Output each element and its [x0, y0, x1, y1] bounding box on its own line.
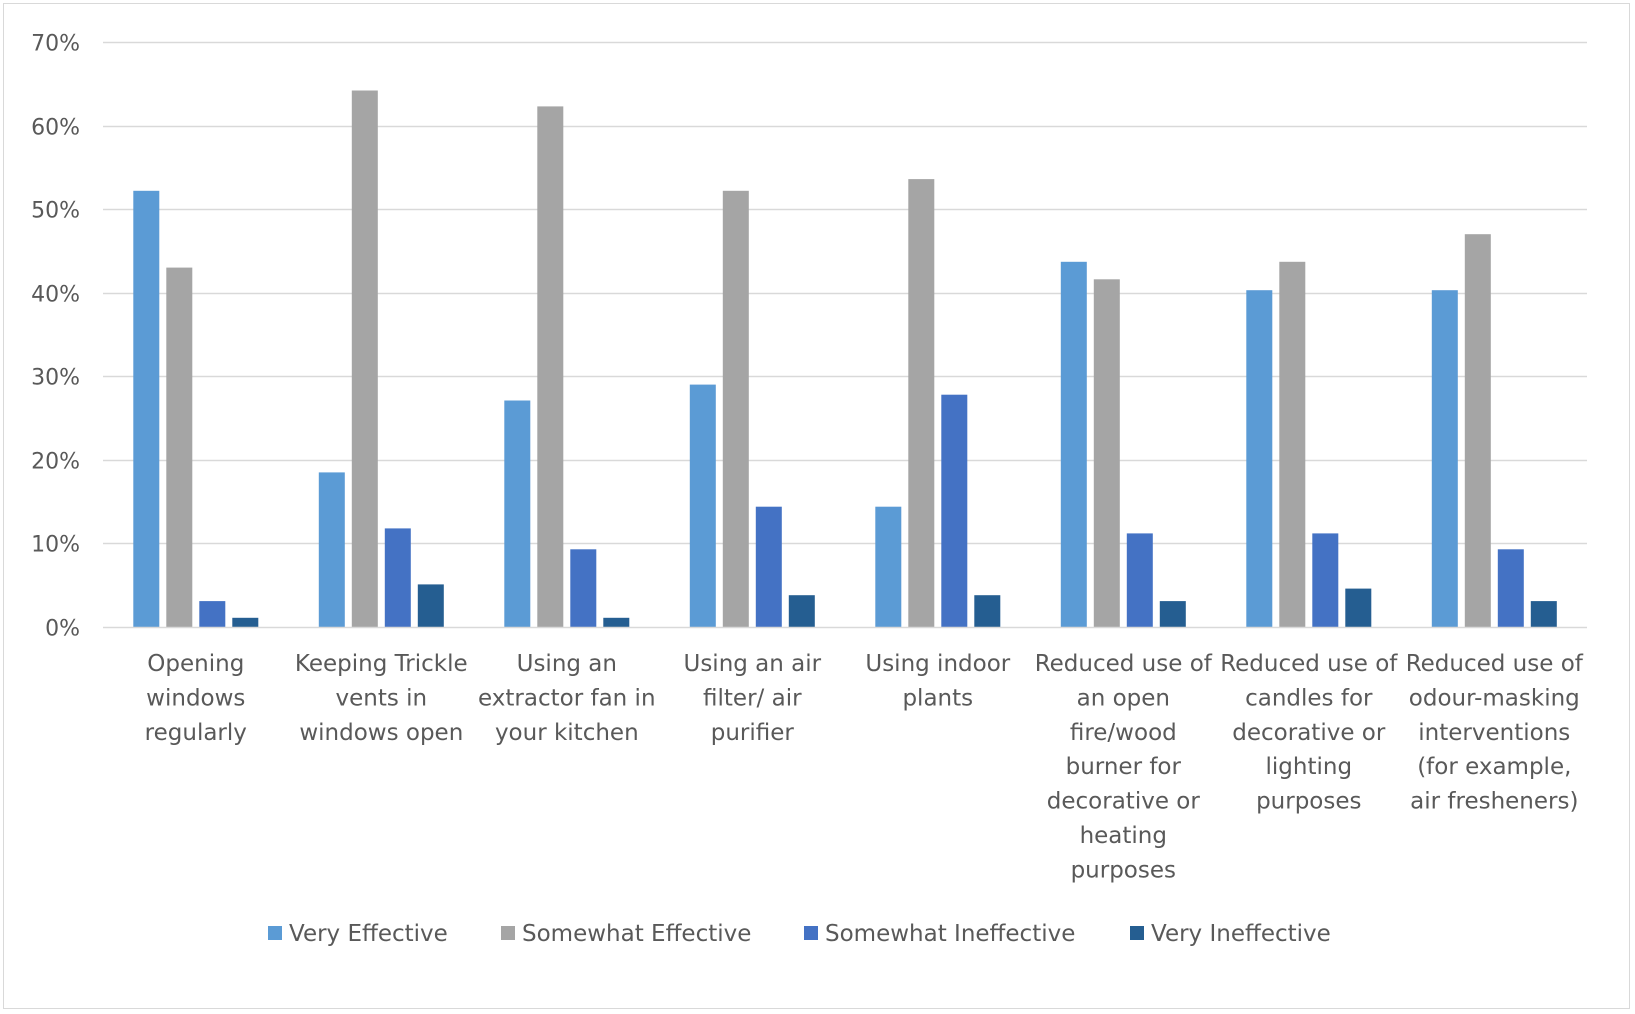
category-label-line: Using indoor	[865, 651, 1010, 677]
bar-somewhat-effective	[166, 267, 193, 627]
category-label-line: candles for	[1245, 685, 1373, 711]
bar-very-effective	[133, 190, 160, 628]
grouped-bar-chart: 0% 10% 20% 30% 40% 50% 60% 70% Opening windows re…	[31, 32, 1587, 947]
legend-swatch	[804, 926, 818, 940]
category-label-line: extractor fan in	[478, 685, 655, 711]
bar-very-ineffective	[974, 595, 1001, 627]
category-label-line: Reduced use of	[1220, 651, 1398, 677]
category-label-line: decorative or	[1232, 720, 1386, 746]
y-tick-label: 0%	[45, 617, 80, 642]
category-label-line: fire/wood	[1070, 720, 1177, 746]
bar-somewhat-effective	[722, 190, 749, 628]
category-label-line: windows open	[299, 720, 463, 746]
bar-somewhat-effective	[1464, 234, 1491, 627]
bar-very-effective	[318, 472, 345, 627]
y-tick-label: 50%	[31, 199, 80, 224]
category-label: Keeping Trickle vents in windows open	[295, 651, 468, 746]
category-label-line: windows	[146, 685, 245, 711]
legend-swatch	[268, 926, 282, 940]
y-tick-label: 30%	[31, 366, 80, 391]
bar-somewhat-effective	[908, 179, 935, 627]
bar-very-effective	[875, 506, 902, 627]
category-labels: Opening windows regularly Keeping Trickle ve…	[145, 651, 1584, 883]
category-label-line: heating	[1080, 823, 1167, 849]
bar-somewhat-ineffective	[755, 506, 782, 627]
category-label-line: Keeping Trickle	[295, 651, 468, 677]
bar-very-effective	[504, 400, 531, 627]
bar-somewhat-effective	[537, 106, 564, 627]
category-label-line: (for example,	[1417, 754, 1571, 780]
bar-somewhat-ineffective	[570, 549, 597, 627]
category-label-line: regularly	[145, 720, 247, 746]
category-label-line: lighting	[1266, 754, 1353, 780]
category-label-line: decorative or	[1047, 789, 1201, 815]
category-label-line: Opening	[147, 651, 244, 677]
bars	[133, 90, 1557, 628]
bar-somewhat-effective	[351, 90, 378, 627]
category-label-line: purposes	[1256, 789, 1361, 815]
legend-label: Very Effective	[289, 921, 448, 947]
category-label: Using an air filter/ air purifier	[683, 651, 821, 746]
legend-label: Somewhat Effective	[522, 921, 751, 947]
gridlines	[103, 41, 1587, 545]
bar-very-ineffective	[1530, 601, 1557, 627]
y-tick-label: 10%	[31, 533, 80, 558]
category-label-line: plants	[902, 685, 973, 711]
category-label-line: an open	[1077, 685, 1170, 711]
bar-very-ineffective	[232, 617, 259, 627]
legend-label: Somewhat Ineffective	[825, 921, 1075, 947]
y-tick-label: 60%	[31, 116, 80, 141]
category-label-line: Using an air	[683, 651, 821, 677]
bar-somewhat-ineffective	[1312, 533, 1339, 627]
legend-swatch	[501, 926, 515, 940]
bar-very-effective	[1060, 261, 1087, 627]
bar-very-effective	[1246, 290, 1273, 627]
category-label: Using an extractor fan in your kitchen	[478, 651, 655, 746]
y-tick-label: 70%	[31, 32, 80, 57]
category-label-line: burner for	[1066, 754, 1182, 780]
y-tick-label: 40%	[31, 283, 80, 308]
category-label-line: purifier	[711, 720, 795, 746]
y-tick-label: 20%	[31, 450, 80, 475]
legend-label: Very Ineffective	[1151, 921, 1331, 947]
bar-very-ineffective	[1159, 601, 1186, 627]
category-label: Reduced use of odour-masking interventions…	[1406, 651, 1584, 815]
chart-frame: 0% 10% 20% 30% 40% 50% 60% 70% Opening windows re…	[3, 3, 1630, 1009]
category-label: Reduced use of an open fire/wood burner for…	[1035, 651, 1213, 883]
category-label-line: Using an	[517, 651, 617, 677]
y-axis-tick-labels: 0% 10% 20% 30% 40% 50% 60% 70%	[31, 32, 80, 642]
legend-swatch	[1130, 926, 1144, 940]
category-label-line: air fresheners)	[1410, 789, 1578, 815]
bar-somewhat-ineffective	[941, 394, 968, 627]
bar-somewhat-effective	[1279, 261, 1306, 627]
bar-very-ineffective	[1345, 588, 1372, 627]
category-label-line: vents in	[335, 685, 427, 711]
bar-very-ineffective	[603, 617, 630, 627]
bar-very-effective	[689, 384, 716, 627]
bar-somewhat-ineffective	[1126, 533, 1153, 627]
bar-somewhat-ineffective	[199, 601, 226, 627]
bar-somewhat-ineffective	[384, 528, 411, 627]
category-label-line: interventions	[1418, 720, 1570, 746]
category-label-line: Reduced use of	[1406, 651, 1584, 677]
category-label: Opening windows regularly	[145, 651, 247, 746]
category-label-line: Reduced use of	[1035, 651, 1213, 677]
bar-very-ineffective	[417, 584, 444, 627]
bar-very-ineffective	[788, 595, 815, 627]
category-label-line: purposes	[1071, 857, 1176, 883]
bar-very-effective	[1431, 290, 1458, 627]
category-label-line: your kitchen	[495, 720, 639, 746]
category-label-line: odour-masking	[1409, 685, 1580, 711]
bar-somewhat-ineffective	[1497, 549, 1524, 627]
legend: Very Effective Somewhat Effective Somewhat…	[268, 921, 1331, 947]
category-label: Using indoor plants	[865, 651, 1010, 711]
category-label: Reduced use of candles for decorative or li…	[1220, 651, 1398, 815]
bar-somewhat-effective	[1093, 279, 1120, 627]
category-label-line: filter/ air	[703, 685, 802, 711]
